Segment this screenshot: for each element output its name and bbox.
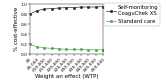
Standard care <box>43 47 45 48</box>
Self-monitoring
CoaguChek XS <box>73 7 75 8</box>
Y-axis label: % cost-effective: % cost-effective <box>14 7 19 51</box>
Self-monitoring
CoaguChek XS <box>29 14 31 15</box>
Self-monitoring
CoaguChek XS <box>95 7 97 8</box>
Line: Standard care: Standard care <box>29 44 104 51</box>
Self-monitoring
CoaguChek XS <box>87 7 89 8</box>
Standard care <box>51 48 53 49</box>
Standard care <box>87 49 89 50</box>
Standard care <box>80 49 82 50</box>
Standard care <box>58 48 60 49</box>
Self-monitoring
CoaguChek XS <box>80 7 82 8</box>
Self-monitoring
CoaguChek XS <box>65 7 67 8</box>
Self-monitoring
CoaguChek XS <box>51 8 53 9</box>
Self-monitoring
CoaguChek XS <box>36 10 38 11</box>
Self-monitoring
CoaguChek XS <box>102 6 104 7</box>
Legend: Self-monitoring
CoaguChek XS, Standard care: Self-monitoring CoaguChek XS, Standard c… <box>104 3 160 26</box>
Self-monitoring
CoaguChek XS <box>43 9 45 10</box>
Line: Self-monitoring
CoaguChek XS: Self-monitoring CoaguChek XS <box>29 6 104 15</box>
X-axis label: Weight an effect (WTP): Weight an effect (WTP) <box>35 74 98 79</box>
Standard care <box>95 49 97 50</box>
Standard care <box>73 49 75 50</box>
Standard care <box>36 46 38 47</box>
Standard care <box>65 49 67 50</box>
Standard care <box>102 49 104 50</box>
Standard care <box>29 44 31 45</box>
